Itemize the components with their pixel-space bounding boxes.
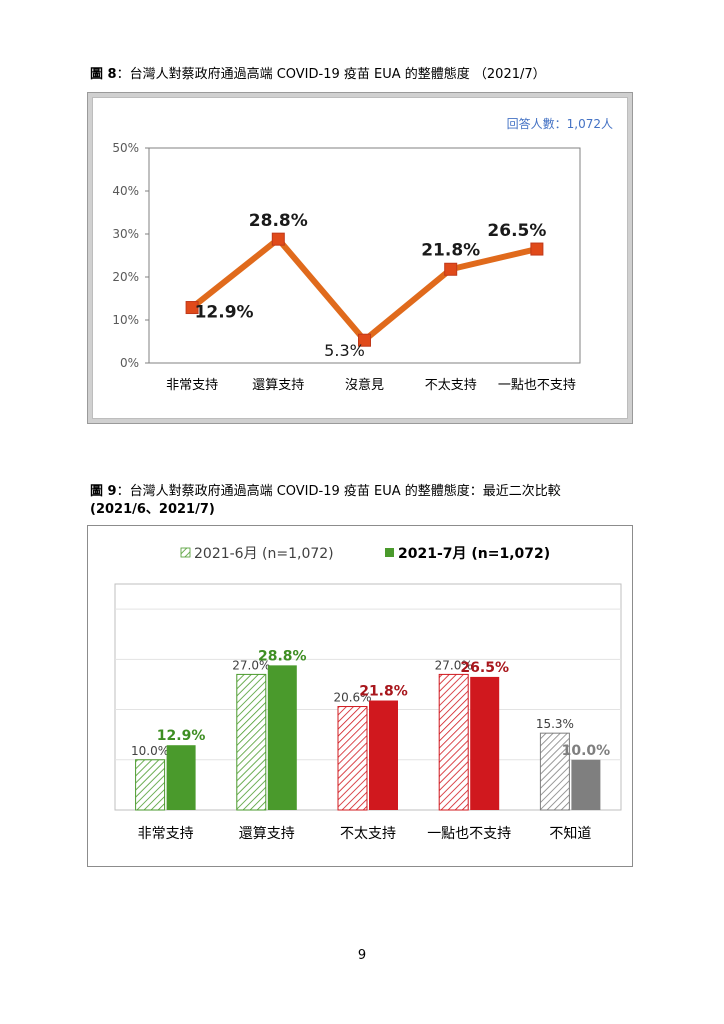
bar-2021-6 [135,759,166,811]
bar-2021-6 [539,732,570,811]
x-category-label: 不太支持 [340,826,396,842]
y-tick-label: 30% [112,227,139,241]
figure-9-date-range: (2021/6、2021/7) [90,502,215,517]
figure-9-label: 圖 9 [90,484,117,499]
figure-8-title: 圖 8：台灣人對蔡政府通過高端 COVID-19 疫苗 EUA 的整體態度 （2… [90,66,546,84]
plot-area [114,583,622,811]
legend-swatch-2021-7 [385,548,394,557]
bar-label-2021-6: 10.0% [131,744,169,758]
bar-2021-7 [267,665,297,810]
bar-chart: 2021-6月 (n=1,072) 2021-7月 (n=1,072)10.0%1… [114,546,622,842]
data-point-marker [444,262,458,276]
bar-2021-7 [369,700,398,810]
figure-9-chart-panel: 2021-6月 (n=1,072) 2021-7月 (n=1,072) 10.0% 1… [87,525,633,867]
bar-label-2021-6: 15.3% [536,717,574,731]
legend-label-2021-6: 2021-6月 (n=1,072) [194,546,334,562]
data-label: 26.5% [487,221,546,241]
figure-9-title-line2: (2021/6、2021/7) [90,501,215,519]
data-point-marker [530,242,544,256]
figure-8-title-text: ：台灣人對蔡政府通過高端 COVID-19 疫苗 EUA 的整體態度 （2021… [116,67,546,82]
bar-2021-7 [166,745,196,810]
bar-label-2021-6: 27.0% [232,658,270,672]
x-category-label: 一點也不支持 [427,826,511,842]
y-tick-label: 40% [112,184,139,198]
data-label: 28.8% [249,211,308,231]
figure-9-title: 圖 9：台灣人對蔡政府通過高端 COVID-19 疫苗 EUA 的整體態度：最近… [90,483,561,501]
data-label: 12.9% [195,303,254,323]
bar-2021-6 [236,673,267,811]
data-point-marker [271,232,285,246]
y-tick-label: 50% [112,141,139,155]
data-point-marker [185,301,199,315]
data-label: 5.3% [324,341,365,360]
figure-8-label: 圖 8 [90,67,117,82]
line-chart: 回答人數：1,072人 0% 10% 20% 30% 40% 50% 非常支持 還算支持 沒意見 不… [112,116,613,393]
bar-label-2021-7: 10.0% [562,743,611,759]
legend-swatch-2021-6 [180,547,191,558]
respondent-count: 回答人數：1,072人 [507,116,613,131]
x-category-label: 沒意見 [345,377,384,393]
x-category-label: 非常支持 [166,378,218,393]
bar-label-2021-7: 28.8% [258,648,307,664]
x-category-label: 不知道 [549,825,591,842]
y-tick-label: 0% [120,356,139,370]
bar-2021-6 [337,706,368,811]
bar-label-2021-6: 20.6% [333,691,371,705]
figure-8-chart-panel: 回答人數：1,072人 0% 10% 20% 30% 40% 50% 非常支持 還算支持 沒意見 不… [87,92,633,424]
y-tick-label: 10% [112,313,139,327]
page-number: 9 [357,948,367,963]
bar-label-2021-6: 27.0% [435,658,473,672]
bar-2021-6 [438,673,469,811]
bar-2021-7 [470,676,500,810]
figure-9-title-text: ：台灣人對蔡政府通過高端 COVID-19 疫苗 EUA 的整體態度：最近二次比… [116,484,561,499]
data-label: 21.8% [421,240,480,260]
x-category-label: 不太支持 [425,378,477,393]
x-category-label: 一點也不支持 [498,378,576,393]
bar-label-2021-7: 12.9% [157,728,206,744]
figure-8-plot-area-frame: 回答人數：1,072人 0% 10% 20% 30% 40% 50% 非常支持 還算支持 沒意見 不… [92,97,628,419]
bar-2021-7 [571,759,601,810]
legend-label-2021-7: 2021-7月 (n=1,072) [398,546,550,562]
x-category-label: 非常支持 [138,826,194,842]
data-point-marker [358,333,371,347]
bar-label-2021-7: 21.8% [359,684,408,700]
bar-label-2021-7: 26.5% [460,660,509,676]
x-category-label: 還算支持 [252,378,304,393]
y-tick-label: 20% [112,270,139,284]
x-category-label: 還算支持 [239,826,295,842]
